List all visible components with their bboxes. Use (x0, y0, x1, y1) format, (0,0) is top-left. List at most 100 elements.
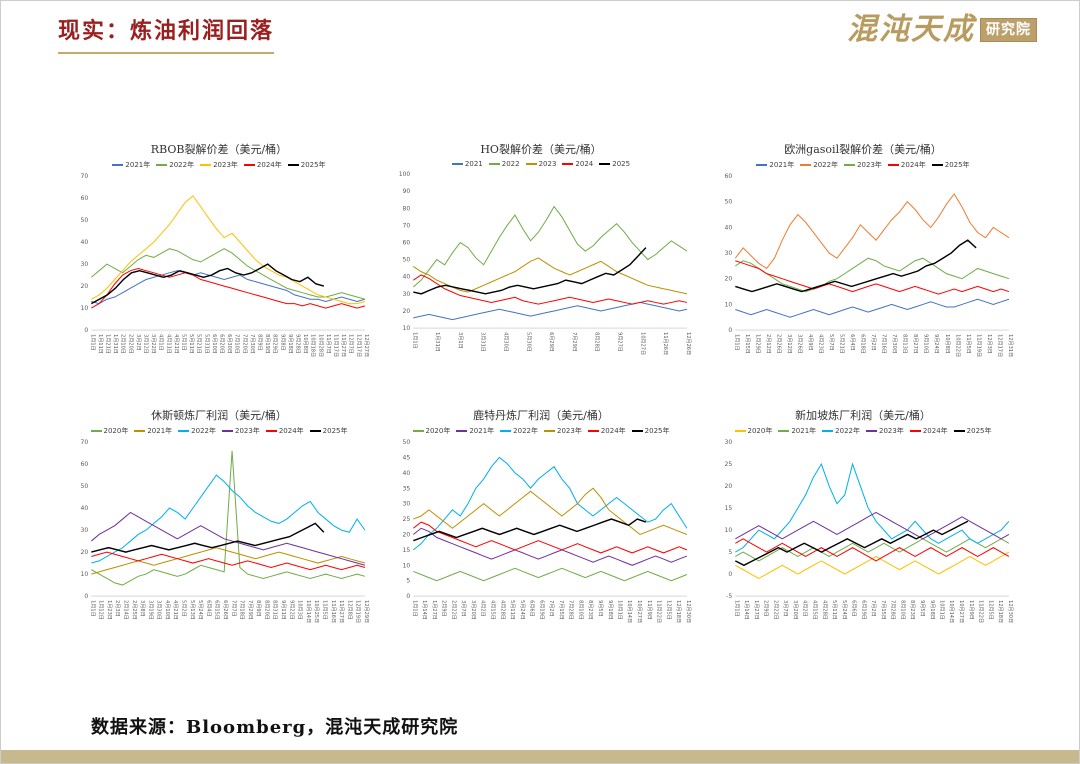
svg-text:2月25日: 2月25日 (131, 600, 137, 620)
legend-item: 2020年 (412, 426, 450, 436)
svg-text:12月27日: 12月27日 (363, 334, 369, 357)
title-underline (58, 52, 275, 54)
legend-label: 2022年 (191, 426, 216, 435)
svg-text:60: 60 (725, 173, 733, 180)
svg-text:8月10日: 8月10日 (899, 600, 905, 620)
svg-text:4月1日: 4月1日 (158, 334, 164, 351)
svg-text:30: 30 (403, 500, 411, 507)
svg-text:25: 25 (403, 516, 411, 523)
svg-text:15: 15 (725, 505, 733, 512)
svg-text:11月27日: 11月27日 (338, 600, 344, 623)
legend-label: 2025年 (644, 426, 670, 435)
svg-text:2月14日: 2月14日 (122, 600, 128, 620)
svg-text:9月11日: 9月11日 (280, 600, 286, 620)
bottom-accent-bar (1, 750, 1079, 763)
legend-item: 2023年 (222, 426, 260, 436)
legend-label: 2020年 (747, 426, 773, 435)
svg-text:60: 60 (81, 461, 89, 468)
svg-text:12月3日: 12月3日 (986, 334, 992, 354)
svg-text:12月5日: 12月5日 (665, 600, 671, 620)
svg-text:8月31日: 8月31日 (272, 600, 278, 620)
svg-text:40: 40 (81, 239, 89, 246)
legend-swatch (500, 429, 512, 432)
svg-text:8月20日: 8月20日 (263, 600, 269, 620)
svg-text:12月30日: 12月30日 (1007, 600, 1013, 623)
svg-text:7月28日: 7月28日 (890, 600, 896, 620)
svg-text:0: 0 (728, 571, 732, 578)
svg-text:10月3日: 10月3日 (297, 600, 303, 620)
svg-text:10月1日: 10月1日 (617, 600, 623, 620)
svg-text:10月25日: 10月25日 (313, 600, 319, 623)
svg-text:1月27日: 1月27日 (431, 600, 437, 620)
svg-text:1月1日: 1月1日 (411, 600, 417, 617)
legend-swatch (265, 429, 277, 432)
svg-text:7月29日: 7月29日 (247, 600, 253, 620)
svg-text:6月19日: 6月19日 (538, 600, 544, 620)
chart-legend: 2020年 2021年 2022年 2023年 2024年 2025年 (711, 426, 1015, 436)
title-block: 现实：炼油利润回落 (58, 13, 275, 54)
chart-title: RBOB裂解价差（美元/桶） (150, 143, 288, 156)
svg-text:30: 30 (725, 439, 733, 446)
svg-text:11月9日: 11月9日 (646, 600, 652, 620)
svg-text:45: 45 (403, 454, 411, 461)
legend-item: 2022年 (156, 160, 194, 170)
chart-plot: 10 20 30 40 50 60 70 80 90 100 1月1日 1月31日 3月1日 3月31日 4… (399, 171, 691, 355)
svg-text:2月20日: 2月20日 (127, 334, 133, 354)
legend-label: 2024年 (922, 426, 948, 435)
chart-legend: 2020年 2021年 2022年 2023年 2024年 2025年 (389, 426, 693, 436)
svg-text:10月27日: 10月27日 (639, 332, 645, 355)
svg-text:9月28日: 9月28日 (295, 334, 301, 354)
legend-item: 2022年 (500, 426, 538, 436)
svg-text:9月18日: 9月18日 (287, 334, 293, 354)
svg-text:12月18日: 12月18日 (997, 600, 1003, 623)
svg-text:2月9日: 2月9日 (441, 600, 447, 617)
svg-text:5月21日: 5月21日 (839, 334, 845, 354)
svg-text:5月13日: 5月13日 (189, 600, 195, 620)
svg-text:7月28日: 7月28日 (568, 600, 574, 620)
legend-label: 2021 (464, 160, 483, 168)
svg-text:7月15日: 7月15日 (558, 600, 564, 620)
svg-text:20: 20 (81, 283, 89, 290)
svg-text:9月18日: 9月18日 (929, 600, 935, 620)
svg-text:10月14日: 10月14日 (948, 600, 954, 623)
legend-label: 2022年 (513, 426, 538, 435)
svg-text:7月18日: 7月18日 (239, 600, 245, 620)
legend-item: 2024年 (265, 426, 304, 436)
svg-text:1月31日: 1月31日 (112, 334, 118, 354)
legend-label: 2024年 (278, 426, 304, 435)
svg-text:20: 20 (403, 531, 411, 538)
svg-text:3月1日: 3月1日 (457, 332, 463, 349)
legend-label: 2025年 (322, 426, 348, 435)
svg-text:70: 70 (81, 439, 89, 446)
legend-item: 2024年 (909, 426, 948, 436)
svg-text:7月20日: 7月20日 (241, 334, 247, 354)
svg-text:10: 10 (81, 305, 89, 312)
svg-text:12月30日: 12月30日 (685, 600, 691, 623)
svg-text:12月18日: 12月18日 (675, 600, 681, 623)
chart-plot: 0 10 20 30 40 50 60 70 1月1日 1月12日 1月23日 2月3日 2月14日 2月… (81, 439, 369, 623)
svg-text:5月11日: 5月11日 (831, 600, 837, 620)
svg-text:3月20日: 3月20日 (792, 600, 798, 620)
svg-text:4月15日: 4月15日 (811, 600, 817, 620)
legend-swatch (866, 429, 877, 432)
legend-label: 2024年 (600, 426, 626, 435)
legend-swatch (112, 164, 124, 166)
legend-label: 2025 (612, 160, 631, 168)
svg-text:6月18日: 6月18日 (860, 334, 866, 354)
svg-text:0: 0 (728, 327, 732, 334)
chart-legend: 2021年 2022年 2023年 2024年 2025年 (67, 160, 371, 170)
svg-text:6月26日: 6月26日 (222, 600, 228, 620)
legend-label: 2022年 (813, 161, 839, 169)
svg-text:12月5日: 12月5日 (987, 600, 993, 620)
legend-swatch (778, 429, 790, 432)
svg-text:60: 60 (403, 240, 411, 247)
svg-text:1月27日: 1月27日 (753, 600, 759, 620)
chart-title: 新加坡炼厂利润（美元/桶） (795, 408, 931, 422)
chart-ho-crack: HO裂解价差（美元/桶） 2021 2022 2023 2024 2025 10 20 30… (389, 141, 693, 383)
svg-text:4月2日: 4月2日 (802, 600, 808, 617)
svg-text:6月4日: 6月4日 (849, 334, 855, 351)
svg-text:3月7日: 3月7日 (460, 600, 466, 617)
svg-text:50: 50 (725, 199, 733, 206)
svg-text:30: 30 (725, 250, 733, 257)
legend-item: 2023年 (200, 160, 238, 170)
